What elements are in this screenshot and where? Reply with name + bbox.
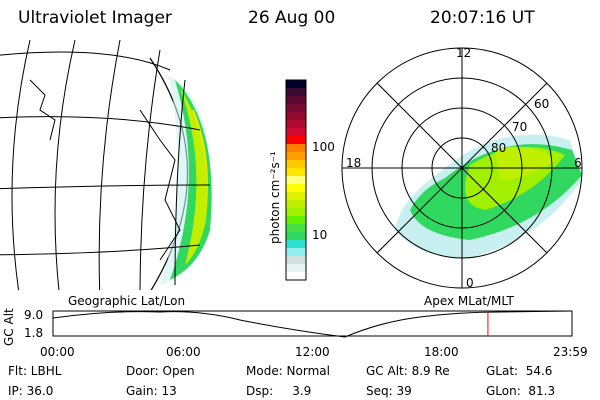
colorbar-swatch xyxy=(286,112,306,121)
colorbar-tick: 10 xyxy=(312,228,328,242)
dsp-info: Dsp: 3.9 xyxy=(246,384,312,398)
geographic-globe xyxy=(0,40,212,290)
door-info: Door: Open xyxy=(126,364,195,378)
colorbar-swatch xyxy=(286,80,306,89)
colorbar-swatch xyxy=(286,120,306,129)
colorbar-swatch xyxy=(286,168,306,177)
mlt-label-0: 0 xyxy=(466,276,474,290)
colorbar-swatch xyxy=(286,216,306,225)
colorbar-swatch xyxy=(286,152,306,161)
timeline-xtick: 06:00 xyxy=(166,345,201,359)
colorbar-tick: 100 xyxy=(312,140,335,154)
colorbar-swatch xyxy=(286,232,306,241)
polar-plot xyxy=(341,47,583,289)
colorbar-label: photon cm⁻²s⁻¹ xyxy=(268,151,282,244)
colorbar-swatch xyxy=(286,224,306,233)
gain-info: Gain: 13 xyxy=(126,384,177,398)
timeline-ylabel: GC Alt xyxy=(2,308,16,346)
colorbar-swatch xyxy=(286,128,306,137)
colorbar-swatch xyxy=(286,144,306,153)
timeline-xtick: 18:00 xyxy=(424,345,459,359)
colorbar-swatch xyxy=(286,208,306,217)
colorbar-swatch xyxy=(286,136,306,145)
mlt-label-12: 12 xyxy=(456,46,472,60)
colorbar-swatch xyxy=(286,96,306,105)
colorbar-swatch xyxy=(286,176,306,185)
colorbar-swatch xyxy=(286,272,306,281)
colorbar-swatch xyxy=(286,104,306,113)
colorbar-swatch xyxy=(286,192,306,201)
date-label: 26 Aug 00 xyxy=(248,8,336,28)
lat-label-60: 60 xyxy=(534,97,550,111)
lat-label-70: 70 xyxy=(512,120,528,134)
geo-panel-label: Geographic Lat/Lon xyxy=(68,294,186,308)
colorbar-swatch xyxy=(286,264,306,273)
colorbar-swatch xyxy=(286,256,306,265)
filter-info: Flt: LBHL xyxy=(8,364,62,378)
timeline-xtick: 00:00 xyxy=(40,345,75,359)
colorbar-swatch xyxy=(286,88,306,97)
colorbar-swatch xyxy=(286,200,306,209)
mlt-label-18: 18 xyxy=(346,156,362,170)
instrument-title: Ultraviolet Imager xyxy=(18,8,172,28)
colorbar-frame xyxy=(285,79,307,281)
colorbar-swatch xyxy=(286,160,306,169)
seq-info: Seq: 39 xyxy=(366,384,412,398)
altitude-timeline xyxy=(52,310,573,338)
mlt-label-6: 6 xyxy=(574,156,582,170)
lat-label-80: 80 xyxy=(491,141,507,155)
timeline-xtick: 23:59 xyxy=(553,345,588,359)
ip-info: IP: 36.0 xyxy=(8,384,54,398)
timeline-xtick: 12:00 xyxy=(295,345,330,359)
glon-info: GLon: 81.3 xyxy=(486,384,556,398)
colorbar-swatch xyxy=(286,248,306,257)
gc-alt-info: GC Alt: 8.9 Re xyxy=(366,364,450,378)
timeline-ytick: 1.8 xyxy=(24,326,44,340)
timeline-ytick: 9.0 xyxy=(24,308,44,322)
glat-info: GLat: 54.6 xyxy=(486,364,553,378)
colorbar-swatch xyxy=(286,184,306,193)
colorbar-swatch xyxy=(286,240,306,249)
polar-panel-label: Apex MLat/MLT xyxy=(424,294,514,308)
mode-info: Mode: Normal xyxy=(246,364,330,378)
time-label: 20:07:16 UT xyxy=(430,8,535,28)
colorbar xyxy=(285,79,307,281)
